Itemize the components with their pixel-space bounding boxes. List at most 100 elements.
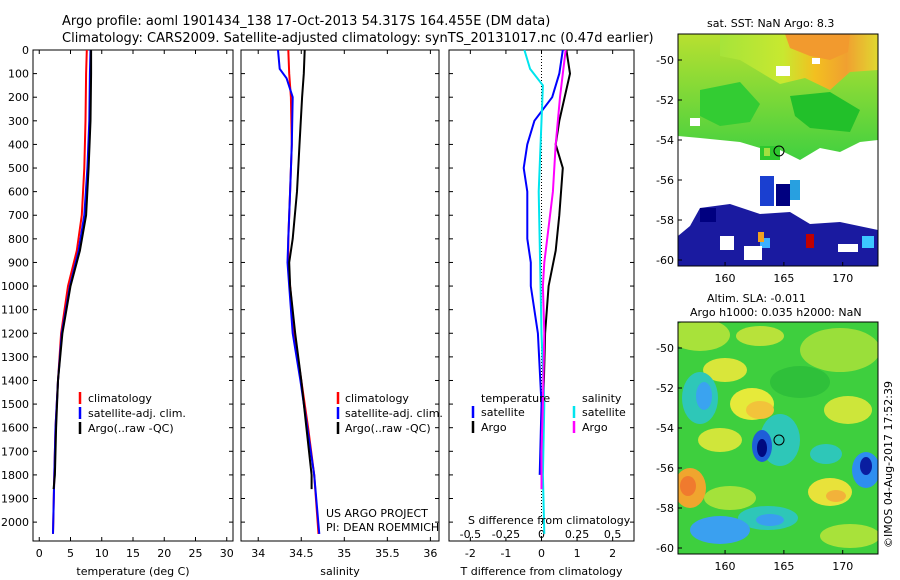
y-tick-label: 1100	[1, 304, 29, 317]
y-tick-label: 400	[8, 138, 29, 151]
series-line-s-argo	[540, 49, 567, 490]
legend-label-satellite: satellite-adj. clim.	[345, 407, 443, 420]
sst-map: sat. SST: NaN Argo: 8.3	[656, 17, 879, 285]
y-tick-label: 500	[8, 162, 29, 175]
y-tick-label: 0	[22, 44, 29, 57]
x-top-tick-label: 0	[538, 528, 545, 541]
x-top-tick-label: 0.25	[565, 528, 590, 541]
difference-panel: -2 -1 0 1 2 T difference from climatology -0.5…	[448, 49, 635, 578]
sla-field	[678, 322, 878, 554]
argo-location-marker	[773, 145, 785, 157]
series-line-t-satellite	[522, 49, 564, 475]
y-tick-label: 1600	[1, 422, 29, 435]
figure-title-line1: Argo profile: aoml 1901434_138 17-Oct-20…	[62, 14, 550, 29]
y-tick-label: 1000	[1, 280, 29, 293]
y-tick-label: 700	[8, 209, 29, 222]
s-difference-axis-label: S difference from climatology	[468, 514, 631, 527]
sst-map-title: sat. SST: NaN Argo: 8.3	[707, 17, 834, 30]
legend-label-argo: Argo(..raw -QC)	[88, 422, 174, 435]
x-top-tick-label: 0.5	[604, 528, 622, 541]
sla-map-title-line2: Argo h1000: 0.035 h2000: NaN	[690, 306, 862, 319]
legend-label-satellite: satellite-adj. clim.	[88, 407, 186, 420]
y-tick-label: 2000	[1, 516, 29, 529]
figure-title-line2: Climatology: CARS2009. Satellite-adjuste…	[62, 31, 654, 46]
salinity-panel: 34 34.5 35 35.5 36 salinity	[240, 49, 440, 578]
x-tick-label: 35	[337, 547, 351, 560]
map-y-tick-label: -58	[656, 502, 674, 515]
x-tick-label: 34	[251, 547, 265, 560]
series-line-s-satellite	[523, 49, 546, 534]
x-top-tick-label: -0.5	[460, 528, 481, 541]
x-top-tick-label: -0.25	[492, 528, 520, 541]
x-axis-label: temperature (deg C)	[76, 565, 189, 578]
map-x-tick-label: 160	[715, 560, 736, 573]
y-tick-label: 900	[8, 256, 29, 269]
sla-map-frame	[677, 321, 879, 555]
legend-label-t-satellite: satellite	[481, 406, 525, 419]
difference-legend: temperature satellite Argo salinity sate…	[468, 392, 631, 527]
x-tick-label: 2	[609, 547, 616, 560]
x-tick-label: 36	[423, 547, 437, 560]
legend-label-t-argo: Argo	[481, 421, 507, 434]
map-x-tick-label: 165	[773, 272, 794, 285]
map-x-tick-label: 170	[832, 272, 853, 285]
temperature-panel: 0100200300400500600700800900100011001200…	[1, 44, 234, 578]
project-annotation-line1: US ARGO PROJECT	[326, 507, 428, 520]
legend-label-s-satellite: satellite	[582, 406, 626, 419]
sla-map: Altim. SLA: -0.011 Argo h1000: 0.035 h20…	[656, 292, 879, 573]
map-x-tick-label: 165	[773, 560, 794, 573]
legend-title-salinity: salinity	[582, 392, 622, 405]
x-tick-label: 0	[538, 547, 545, 560]
y-tick-label: 1500	[1, 398, 29, 411]
y-tick-label: 200	[8, 91, 29, 104]
map-x-tick-label: 160	[715, 272, 736, 285]
x-tick-label: 1	[574, 547, 581, 560]
x-tick-label: 30	[220, 547, 234, 560]
x-tick-label: -2	[465, 547, 476, 560]
y-tick-label: 1700	[1, 445, 29, 458]
sla-map-axes: 160 165 170 -50 -52 -54 -56 -58 -60	[656, 342, 853, 573]
y-tick-label: 300	[8, 115, 29, 128]
x-axis-label: T difference from climatology	[460, 565, 623, 578]
x-tick-label: 20	[157, 547, 171, 560]
map-y-tick-label: -58	[656, 214, 674, 227]
map-y-tick-label: -54	[656, 134, 674, 147]
map-y-tick-label: -54	[656, 422, 674, 435]
map-y-tick-label: -60	[656, 542, 674, 555]
x-tick-label: 15	[126, 547, 140, 560]
legend-title-temperature: temperature	[481, 392, 550, 405]
legend-label-climatology: climatology	[88, 392, 152, 405]
legend-label-argo: Argo(..raw -QC)	[345, 422, 431, 435]
plot-frame	[240, 49, 440, 542]
y-tick-label: 1800	[1, 469, 29, 482]
x-axis-label: salinity	[320, 565, 360, 578]
y-tick-label: 100	[8, 68, 29, 81]
x-tick-label: 0	[36, 547, 43, 560]
map-y-tick-label: -50	[656, 54, 674, 67]
imos-credit: ©IMOS 04-Aug-2017 17:52:39	[882, 381, 895, 548]
sst-field	[678, 34, 878, 266]
x-tick-label: 10	[95, 547, 109, 560]
temperature-legend: climatology satellite-adj. clim. Argo(..…	[78, 392, 186, 435]
map-y-tick-label: -60	[656, 254, 674, 267]
legend-label-climatology: climatology	[345, 392, 409, 405]
series-line-t-argo	[540, 49, 572, 490]
map-y-tick-label: -56	[656, 462, 674, 475]
x-tick-label: -1	[500, 547, 511, 560]
map-y-tick-label: -52	[656, 382, 674, 395]
map-y-tick-label: -56	[656, 174, 674, 187]
map-x-tick-label: 170	[832, 560, 853, 573]
series-line-argo-raw-qc-	[52, 50, 93, 490]
series-line-argo-raw-qc-	[288, 49, 313, 490]
sst-map-frame	[677, 33, 879, 267]
plot-frame	[32, 49, 234, 542]
series-line-satellite-adj-clim-	[277, 49, 321, 534]
sla-map-title-line1: Altim. SLA: -0.011	[707, 292, 806, 305]
map-y-tick-label: -50	[656, 342, 674, 355]
y-tick-label: 1400	[1, 374, 29, 387]
project-annotation-line2: PI: DEAN ROEMMICH	[326, 521, 439, 534]
salinity-legend: climatology satellite-adj. clim. Argo(..…	[326, 392, 443, 534]
sst-map-axes: 160 165 170 -50 -52 -54 -56 -58 -60	[656, 54, 853, 285]
x-tick-label: 25	[189, 547, 203, 560]
x-tick-label: 34.5	[289, 547, 314, 560]
